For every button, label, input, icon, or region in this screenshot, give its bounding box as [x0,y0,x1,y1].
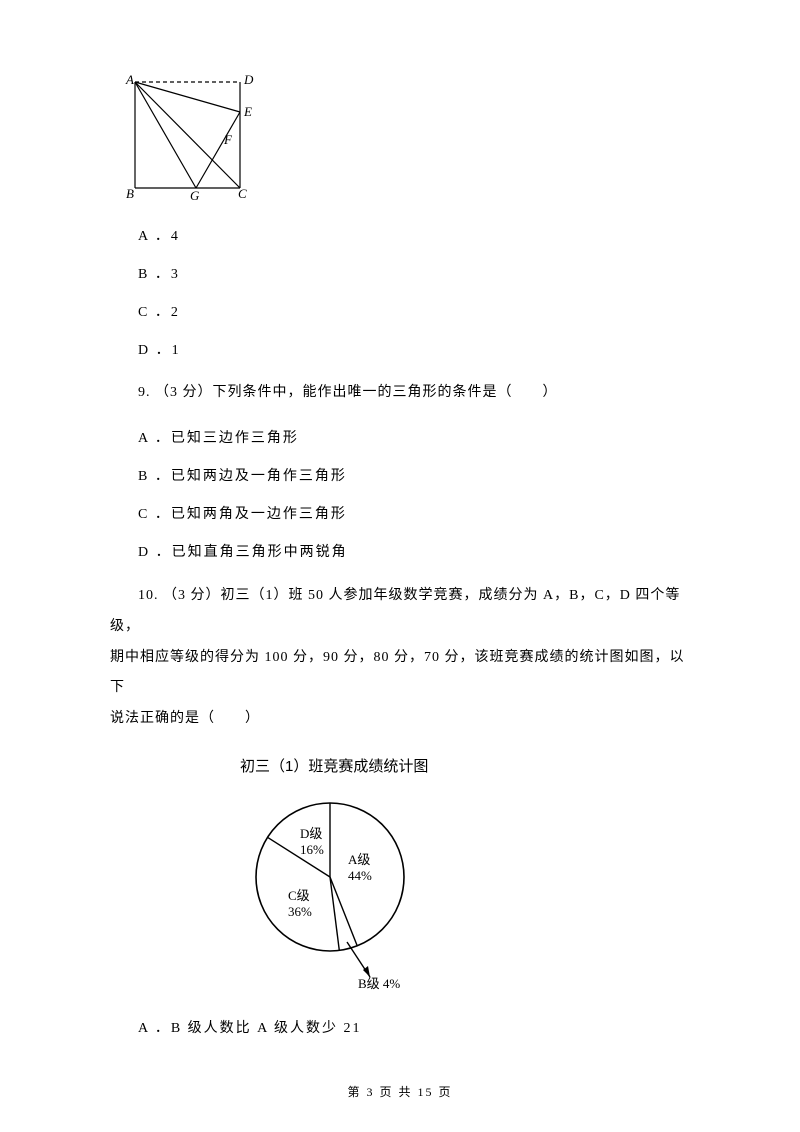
label-F: F [223,132,233,147]
geom-svg: A B C D E F G [120,70,260,200]
label-E: E [243,104,252,119]
label-D: D [243,72,254,87]
pie-pct-C: 36% [288,904,312,919]
pie-title: 初三（1）班竞赛成绩统计图 [240,755,690,776]
q10-line1: 10. （3 分）初三（1）班 50 人参加年级数学竞赛，成绩分为 A，B，C，… [110,581,690,643]
q8-option-D: D ．1 [138,339,690,359]
q10-option-A: A ．B 级人数比 A 级人数少 21 [138,1017,690,1037]
label-G: G [190,188,200,200]
q10-line2: 期中相应等级的得分为 100 分，90 分，80 分，70 分，该班竞赛成绩的统… [110,643,690,705]
page-footer: 第 3 页 共 15 页 [0,1083,800,1100]
pie-label-D: D级 [300,826,322,841]
pie-svg: A级 44% C级 36% D级 16% B级 4% [230,782,460,992]
q9-option-B: B ．已知两边及一角作三角形 [138,465,690,485]
q9-option-A: A ．已知三边作三角形 [138,427,690,447]
q8-option-A: A ．4 [138,225,690,245]
page-content: A B C D E F G A ．4 B ．3 C ．2 D ．1 9. （3 … [0,0,800,1037]
q8-figure: A B C D E F G [120,70,690,205]
q8-option-B: B ．3 [138,263,690,283]
q9-option-C: C ．已知两角及一边作三角形 [138,503,690,523]
q10-stem: 10. （3 分）初三（1）班 50 人参加年级数学竞赛，成绩分为 A，B，C，… [110,581,690,735]
pie-label-C: C级 [288,888,310,903]
pie-chart-block: 初三（1）班竞赛成绩统计图 A级 44% C级 36% D级 16% B级 4% [230,755,690,997]
q8-option-C: C ．2 [138,301,690,321]
pie-pct-D: 16% [300,842,324,857]
pie-label-A: A级 [348,852,370,867]
label-A: A [125,72,134,87]
q9-option-D: D ．已知直角三角形中两锐角 [138,541,690,561]
q9-stem: 9. （3 分）下列条件中，能作出唯一的三角形的条件是（ ） [138,379,690,407]
q10-line3: 说法正确的是（ ） [110,704,690,735]
pie-pct-A: 44% [348,868,372,883]
label-B: B [126,186,134,200]
label-C: C [238,186,247,200]
pie-label-B: B级 4% [358,976,400,991]
